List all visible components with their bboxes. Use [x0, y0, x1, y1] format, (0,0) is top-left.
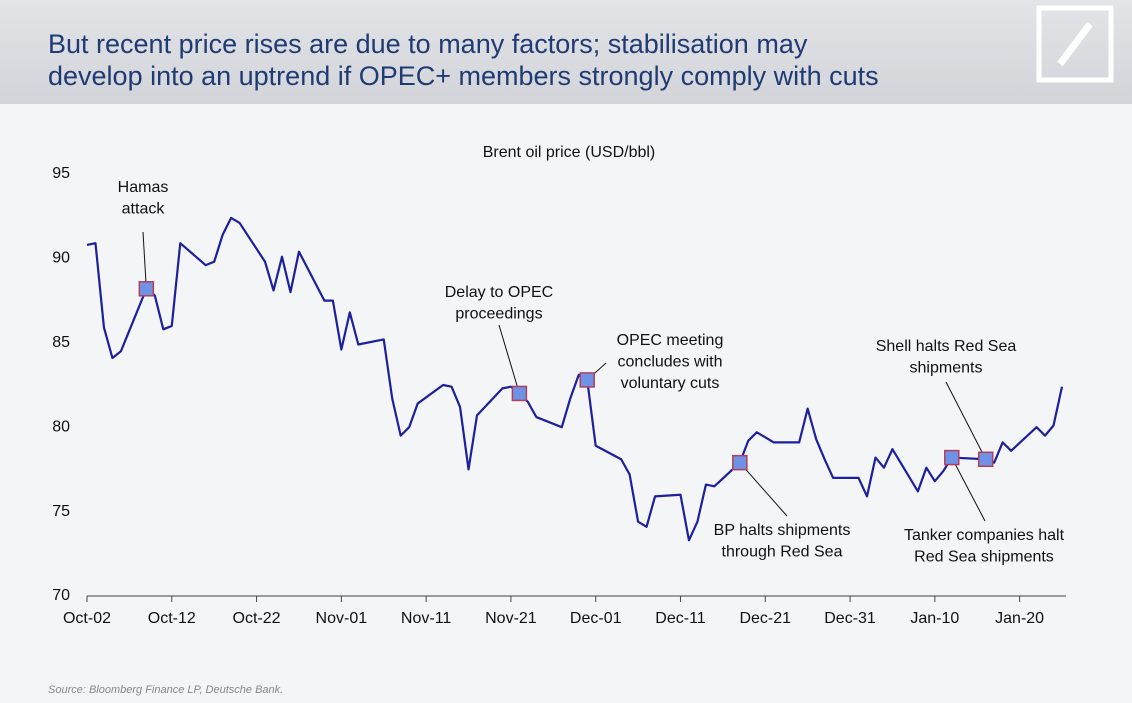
- chart-title: Brent oil price (USD/bbl): [483, 144, 656, 161]
- annotation-text: Shell halts Red Sea: [876, 338, 1017, 355]
- x-tick-label: Dec-31: [824, 610, 876, 627]
- y-tick-label: 85: [52, 334, 70, 351]
- annotation-leader: [739, 462, 788, 517]
- x-tick-label: Oct-12: [148, 610, 196, 627]
- annotation-text: BP halts shipments: [714, 522, 851, 539]
- annotation-text: Red Sea shipments: [914, 549, 1054, 566]
- annotation-text: Hamas: [118, 179, 169, 196]
- annotation-text: proceedings: [455, 306, 542, 323]
- x-tick-label: Jan-20: [995, 610, 1044, 627]
- x-tick-label: Dec-11: [655, 610, 705, 627]
- chart-panel: [0, 104, 1132, 703]
- title-line: develop into an uptrend if OPEC+ members…: [48, 61, 879, 91]
- y-tick-label: 90: [52, 250, 70, 267]
- x-tick-label: Nov-11: [401, 610, 451, 627]
- title-line: But recent price rises are due to many f…: [48, 29, 808, 59]
- annotation-leader: [142, 231, 147, 289]
- x-tick-label: Jan-10: [910, 610, 959, 627]
- x-tick-label: Dec-01: [570, 610, 622, 627]
- annotation-text: voluntary cuts: [621, 375, 720, 392]
- annotation-marker: [732, 454, 748, 471]
- annotation-text: OPEC meeting: [617, 332, 724, 349]
- y-tick-label: 75: [52, 503, 70, 520]
- y-tick-label: 70: [52, 587, 70, 604]
- annotation-text: Delay to OPEC: [445, 284, 553, 301]
- source-note: Source: Bloomberg Finance LP, Deutsche B…: [48, 684, 283, 696]
- x-tick-label: Dec-21: [739, 610, 791, 627]
- header-band: [0, 0, 1132, 104]
- annotation-text: shipments: [910, 360, 983, 377]
- x-tick-label: Oct-22: [233, 610, 281, 627]
- x-tick-label: Nov-01: [316, 610, 368, 627]
- annotation-leader: [951, 457, 986, 522]
- annotation-marker: [977, 451, 994, 468]
- x-tick-label: Nov-21: [485, 610, 537, 627]
- annotation-marker: [579, 372, 595, 388]
- annotation-marker: [138, 281, 155, 297]
- price-line: [86, 216, 1064, 542]
- annotation-text: Tanker companies halt: [904, 527, 1065, 544]
- annotation-marker: [944, 449, 960, 466]
- y-tick-label: 80: [52, 418, 70, 435]
- annotation-marker: [511, 385, 528, 402]
- annotation-text: attack: [122, 201, 166, 218]
- annotation-text: concludes with: [618, 354, 723, 371]
- annotation-leader: [945, 381, 987, 460]
- x-tick-label: Oct-02: [63, 610, 111, 627]
- annotation-text: through Red Sea: [722, 544, 843, 561]
- annotation-leader: [498, 324, 520, 394]
- y-tick-label: 95: [52, 165, 70, 182]
- logo: [1036, 5, 1114, 83]
